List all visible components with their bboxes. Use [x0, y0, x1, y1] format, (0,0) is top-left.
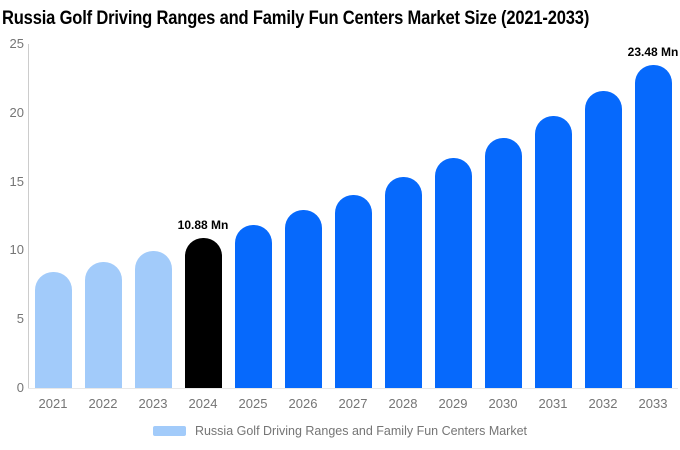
x-axis-label-2023: 2023 — [138, 396, 168, 411]
bar-2021[interactable] — [34, 272, 72, 388]
bar-2032[interactable] — [584, 91, 622, 388]
bar-2029[interactable] — [434, 158, 472, 388]
bar-2024[interactable] — [184, 238, 222, 388]
x-axis-label-2029: 2029 — [438, 396, 468, 411]
x-axis-baseline — [28, 388, 678, 389]
bar-2023[interactable] — [134, 250, 172, 388]
y-axis-tick-label-20: 20 — [9, 104, 24, 120]
legend-swatch-icon — [152, 426, 186, 436]
bar-2026[interactable] — [284, 210, 322, 388]
x-axis-label-2024: 2024 — [188, 396, 218, 411]
y-axis-tick-label-0: 0 — [16, 380, 24, 395]
y-axis-line — [28, 44, 29, 388]
x-axis-label-2025: 2025 — [238, 396, 268, 411]
x-axis-label-2028: 2028 — [388, 396, 418, 411]
bar-2027[interactable] — [334, 194, 372, 388]
chart-title: Russia Golf Driving Ranges and Family Fu… — [2, 8, 590, 29]
bar-value-label-2033: 23.48 Mn — [627, 44, 679, 59]
x-axis-label-2027: 2027 — [338, 396, 368, 411]
x-axis-label-2022: 2022 — [88, 396, 118, 411]
x-axis-label-2030: 2030 — [488, 396, 518, 411]
bar-2030[interactable] — [484, 137, 522, 388]
bar-2022[interactable] — [84, 261, 122, 388]
x-axis-label-2026: 2026 — [288, 396, 318, 411]
bar-2028[interactable] — [384, 177, 422, 388]
bar-2025[interactable] — [234, 224, 272, 388]
y-axis-tick-label-5: 5 — [16, 311, 24, 327]
bar-2031[interactable] — [534, 115, 572, 388]
x-axis-label-2033: 2033 — [638, 396, 668, 411]
x-axis-label-2031: 2031 — [538, 396, 568, 411]
bar-value-label-2024: 10.88 Mn — [177, 218, 229, 233]
x-axis-label-2021: 2021 — [38, 396, 68, 411]
y-axis-tick-label-15: 15 — [9, 173, 24, 189]
legend[interactable]: Russia Golf Driving Ranges and Family Fu… — [0, 424, 680, 438]
y-axis-tick-label-25: 25 — [9, 36, 24, 51]
bar-2033[interactable] — [634, 64, 672, 388]
x-axis-label-2032: 2032 — [588, 396, 618, 411]
legend-label: Russia Golf Driving Ranges and Family Fu… — [194, 424, 528, 438]
y-axis-tick-label-10: 10 — [9, 242, 24, 258]
